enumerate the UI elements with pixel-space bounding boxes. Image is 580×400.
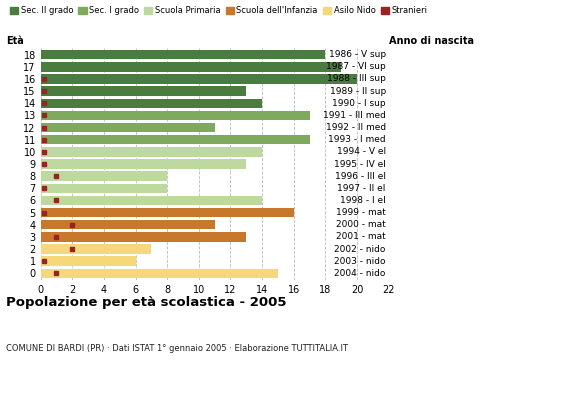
Bar (41, 184, 167, 193)
Bar (41, 244, 151, 254)
Text: Anno di nascita: Anno di nascita (389, 36, 474, 46)
Bar (41, 62, 341, 72)
Text: Popolazione per età scolastica - 2005: Popolazione per età scolastica - 2005 (6, 296, 287, 309)
Bar (41, 123, 215, 132)
Bar (41, 159, 246, 169)
Bar (41, 98, 262, 108)
Bar (41, 220, 215, 230)
Text: COMUNE DI BARDI (PR) · Dati ISTAT 1° gennaio 2005 · Elaborazione TUTTITALIA.IT: COMUNE DI BARDI (PR) · Dati ISTAT 1° gen… (6, 344, 348, 353)
Bar (41, 111, 310, 120)
Text: Età: Età (6, 36, 24, 46)
Bar (41, 268, 278, 278)
Bar (41, 172, 167, 181)
Bar (41, 232, 246, 242)
Bar (41, 196, 262, 205)
Bar (41, 74, 357, 84)
Bar (41, 135, 310, 144)
Legend: Sec. II grado, Sec. I grado, Scuola Primaria, Scuola dell'Infanzia, Asilo Nido, : Sec. II grado, Sec. I grado, Scuola Prim… (10, 6, 427, 15)
Bar (41, 256, 136, 266)
Bar (41, 50, 325, 60)
Bar (41, 208, 293, 217)
Bar (41, 86, 246, 96)
Bar (41, 147, 262, 156)
